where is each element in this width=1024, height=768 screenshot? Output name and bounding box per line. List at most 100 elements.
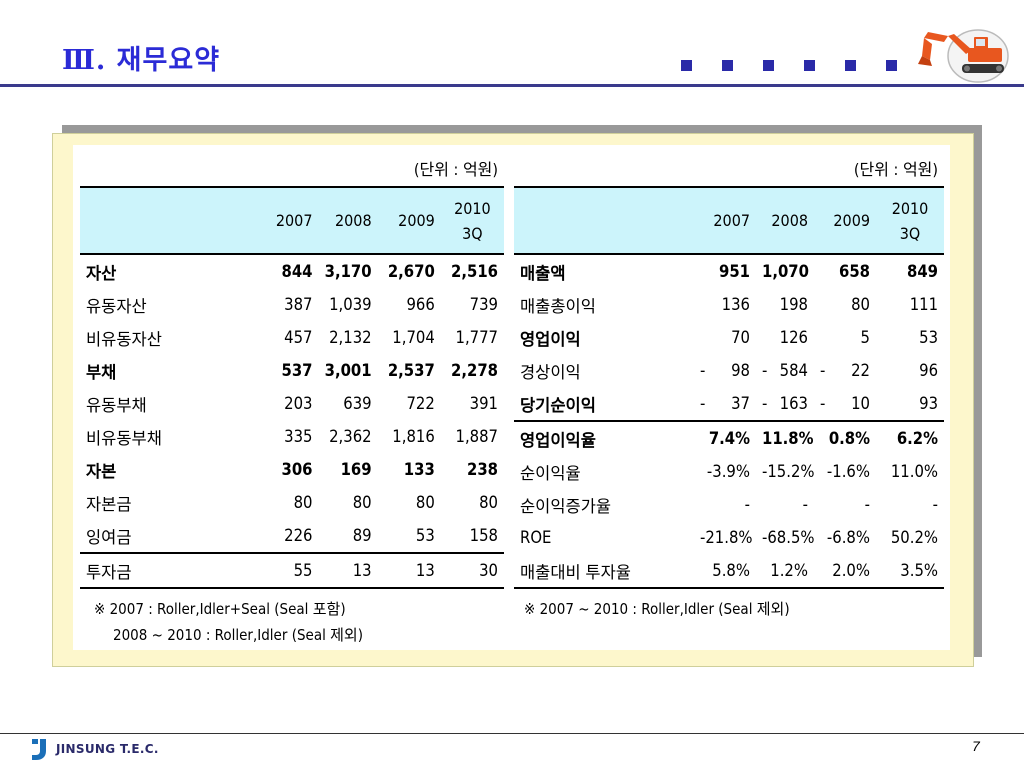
row-label: 영업이익	[520, 329, 581, 349]
table-row: 매출액 951 1,070 658 849	[514, 254, 944, 288]
value-cell: -22	[820, 361, 870, 380]
page-number: 7	[972, 738, 980, 754]
value-cell: -	[744, 495, 750, 514]
value-cell: -584	[762, 361, 808, 380]
value-cell: 6.2%	[876, 420, 945, 455]
balance-sheet-table: (단위 : 억원) 2007 2008 2009 2010 3Q 자산 844 3,…	[80, 150, 504, 589]
value-cell: 198	[779, 295, 808, 314]
square-icon	[886, 60, 897, 71]
income-statement-table: (단위 : 억원) 2007 2008 2009 2010 3Q 매출액 951 1…	[514, 150, 945, 589]
table-row: 순이익율 -3.9% -15.2% -1.6% 11.0%	[514, 455, 944, 488]
value-cell: 1,039	[329, 295, 372, 314]
table-row: 유동부채 203 639 722 391	[80, 387, 504, 420]
value-cell: 739	[469, 295, 498, 314]
header-row: 2007 2008 2009 2010 3Q	[514, 186, 945, 255]
value-cell: 55	[255, 552, 319, 589]
value-cell: 53	[415, 526, 435, 545]
row-label: 경상이익	[520, 362, 581, 382]
table-row: 비유동자산 457 2,132 1,704 1,777	[80, 321, 504, 354]
value-cell: -163	[762, 394, 808, 413]
value-cell: 849	[907, 262, 939, 281]
value-cell: 53	[919, 328, 939, 347]
value-cell: -3.9%	[706, 462, 750, 481]
row-label: 순이익율	[520, 463, 581, 483]
table-row: 자본금 80 80 80 80	[80, 486, 504, 519]
value-cell: 306	[281, 460, 313, 479]
value-cell: 5	[860, 328, 870, 347]
square-icon	[681, 60, 692, 71]
table-row: 자산 844 3,170 2,670 2,516	[80, 254, 504, 288]
value-cell: 2,537	[387, 361, 435, 380]
value-cell: -	[802, 495, 808, 514]
row-label: 유동부채	[86, 395, 147, 415]
value-cell: 11.0%	[890, 462, 939, 481]
value-cell: 0.8%	[814, 420, 876, 455]
value-cell: -6.8%	[826, 528, 870, 547]
value-cell: 111	[909, 295, 939, 314]
value-cell: 80	[479, 493, 498, 512]
square-icon	[722, 60, 733, 71]
value-cell: -	[864, 495, 870, 514]
header-cell: 2010 3Q	[440, 186, 504, 255]
value-cell: 844	[281, 262, 313, 281]
value-cell: 3.5%	[876, 554, 945, 589]
header-cell: 2007	[694, 186, 756, 255]
value-cell: 2,516	[451, 262, 498, 281]
footer-divider	[0, 733, 1024, 734]
row-label: 자본금	[86, 494, 132, 514]
square-icon	[804, 60, 815, 71]
header-cell: 2010 3Q	[876, 186, 945, 255]
header-cell: 2009	[814, 186, 876, 255]
value-cell: 2,278	[451, 361, 498, 380]
value-cell: -	[932, 495, 939, 514]
value-cell: 951	[719, 262, 750, 281]
header-cell: 2009	[377, 186, 441, 255]
value-cell: 722	[406, 394, 435, 413]
table-row: 부채 537 3,001 2,537 2,278	[80, 354, 504, 387]
value-cell: 1.2%	[756, 554, 814, 589]
value-cell: 50.2%	[890, 528, 939, 547]
value-cell: 2,132	[329, 328, 372, 347]
row-label: 자본	[86, 461, 117, 481]
header-cell: 2007	[255, 186, 319, 255]
row-label: 매출총이익	[520, 296, 596, 316]
row-label: 매출액	[520, 263, 566, 283]
slide-title: Ⅲ. 재무요약	[62, 45, 221, 76]
value-cell: 169	[340, 460, 372, 479]
value-cell: 226	[284, 526, 313, 545]
value-cell: 203	[284, 394, 313, 413]
value-cell: 387	[284, 295, 313, 314]
company-logo: JINSUNG T.E.C.	[30, 737, 159, 761]
value-cell: 80	[851, 295, 870, 314]
value-cell: 639	[343, 394, 372, 413]
table-row: 자본 306 169 133 238	[80, 453, 504, 486]
table-row: 당기순이익 -37 -163 -10 93	[514, 387, 944, 421]
footnote: 2008 ~ 2010 : Roller,Idler (Seal 제외)	[113, 626, 364, 644]
value-cell: 238	[467, 460, 498, 479]
header-cell: 2008	[318, 186, 378, 255]
row-label: 비유동자산	[86, 329, 162, 349]
value-cell: -1.6%	[826, 462, 870, 481]
footnote: ※ 2007 ~ 2010 : Roller,Idler (Seal 제외)	[524, 600, 790, 618]
value-cell: 80	[293, 493, 313, 512]
value-cell: 13	[318, 552, 378, 589]
table-row: 잉여금 226 89 53 158	[80, 519, 504, 553]
row-label: 매출대비 투자율	[514, 554, 694, 589]
row-label: 자산	[86, 263, 117, 283]
table-row: 매출총이익 136 198 80 111	[514, 288, 944, 321]
table-row: 경상이익 -98 -584 -22 96	[514, 354, 944, 387]
value-cell: 7.4%	[694, 420, 756, 455]
value-cell: 89	[352, 526, 372, 545]
value-cell: 158	[469, 526, 498, 545]
value-cell: 93	[919, 394, 939, 413]
value-cell: 11.8%	[756, 420, 814, 455]
value-cell: 966	[406, 295, 435, 314]
value-cell: 70	[731, 328, 750, 347]
table-row: 영업이익율 7.4% 11.8% 0.8% 6.2%	[514, 420, 945, 455]
value-cell: 80	[415, 493, 435, 512]
row-label: 유동자산	[86, 296, 147, 316]
table-row: 투자금 55 13 13 30	[80, 552, 504, 589]
row-label: 비유동부채	[86, 428, 162, 448]
footnote: ※ 2007 : Roller,Idler+Seal (Seal 포함)	[94, 600, 346, 618]
value-cell: -37	[700, 394, 750, 413]
